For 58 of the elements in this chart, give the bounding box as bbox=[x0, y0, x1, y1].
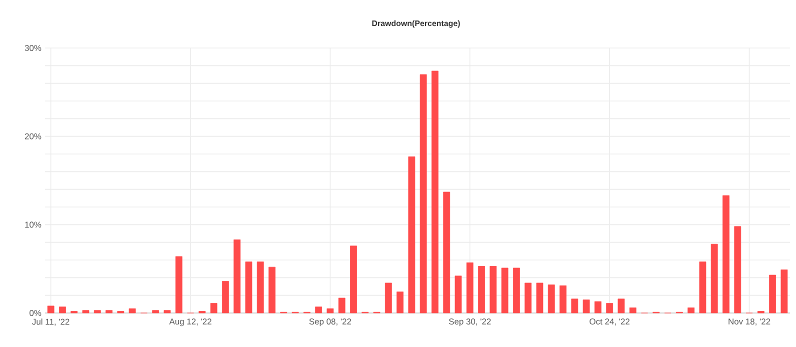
y-tick-label: 30% bbox=[24, 45, 42, 51]
bar bbox=[513, 268, 520, 314]
bar bbox=[501, 268, 508, 314]
bar bbox=[326, 308, 334, 314]
bar bbox=[245, 262, 252, 314]
bar bbox=[175, 256, 182, 314]
bar bbox=[443, 192, 450, 314]
bar bbox=[268, 266, 276, 314]
bar bbox=[466, 262, 474, 314]
bar bbox=[582, 300, 590, 314]
bar bbox=[408, 156, 416, 314]
bar bbox=[396, 292, 404, 314]
bar bbox=[629, 308, 636, 314]
bar bbox=[420, 74, 427, 314]
bar bbox=[432, 70, 438, 314]
bar bbox=[699, 262, 706, 314]
bar bbox=[82, 310, 90, 314]
bar bbox=[524, 282, 532, 314]
bar bbox=[710, 244, 718, 314]
bar bbox=[734, 226, 742, 314]
bar bbox=[688, 308, 695, 314]
x-tick-label: Sep 08, '22 bbox=[309, 318, 352, 326]
bar bbox=[338, 298, 346, 314]
bar bbox=[606, 303, 614, 314]
bar bbox=[59, 306, 66, 314]
bar bbox=[594, 301, 602, 314]
bar bbox=[536, 282, 544, 314]
bar bbox=[128, 308, 136, 314]
bar bbox=[210, 303, 218, 314]
x-tick-label: Sep 30, '22 bbox=[448, 318, 491, 326]
x-tick-label: Nov 18, '22 bbox=[728, 318, 770, 326]
bar bbox=[94, 310, 101, 314]
bar bbox=[478, 266, 485, 314]
bar bbox=[490, 266, 497, 314]
bar bbox=[560, 285, 566, 314]
bar bbox=[152, 310, 160, 314]
bar bbox=[350, 246, 357, 314]
y-tick-label: 0% bbox=[30, 310, 42, 316]
x-tick-label: Oct 24, '22 bbox=[590, 318, 630, 326]
bar bbox=[106, 310, 112, 314]
bar bbox=[618, 298, 625, 314]
y-tick-label: 20% bbox=[24, 133, 42, 140]
bar bbox=[722, 195, 730, 314]
y-tick-label: 10% bbox=[25, 222, 42, 228]
bar bbox=[315, 306, 322, 314]
bar bbox=[222, 281, 229, 314]
bar bbox=[384, 282, 392, 314]
bar bbox=[234, 239, 241, 314]
bar bbox=[454, 276, 462, 314]
bar bbox=[256, 262, 264, 314]
bar bbox=[769, 274, 776, 314]
bar bbox=[164, 310, 171, 314]
x-tick-label: Aug 12, '22 bbox=[169, 318, 212, 326]
bar bbox=[47, 306, 54, 314]
bar bbox=[571, 298, 578, 314]
bar bbox=[548, 284, 555, 314]
x-tick-label: Jul 11, '22 bbox=[32, 318, 70, 326]
bar bbox=[780, 270, 788, 314]
